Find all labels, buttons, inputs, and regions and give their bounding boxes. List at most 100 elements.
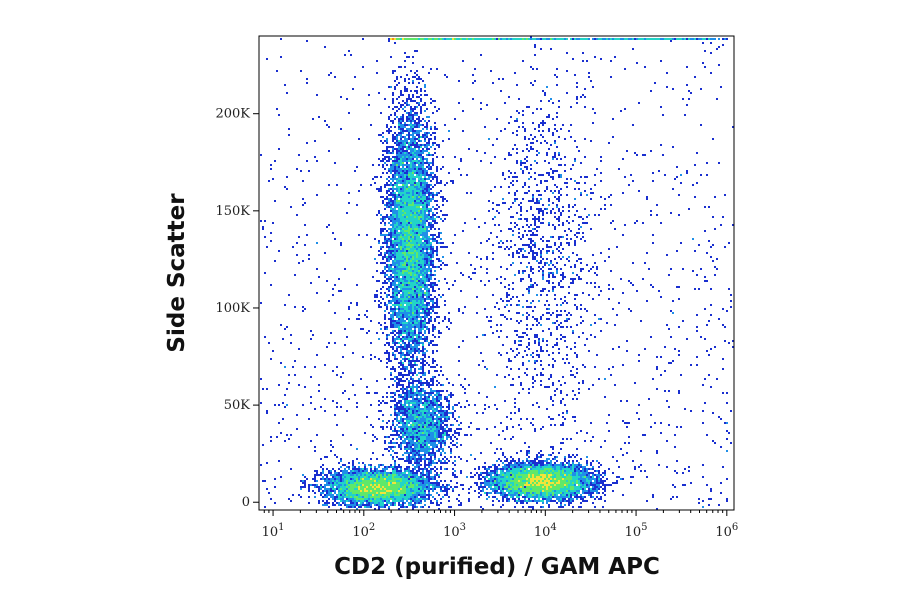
event-dot [330,332,332,334]
event-dot [434,296,436,298]
event-dot [700,336,702,338]
event-dot [452,182,454,184]
event-dot [382,202,384,204]
event-dot [426,126,428,128]
event-dot [396,154,398,156]
event-dot [402,146,404,148]
event-dot [378,188,380,190]
event-dot [494,224,496,226]
event-dot [442,220,444,222]
event-dot [386,238,388,240]
event-dot [568,228,570,230]
event-dot [520,210,522,212]
event-dot [516,190,518,192]
event-dot [556,316,558,318]
event-dot [614,228,616,230]
event-dot [426,226,428,228]
event-dot [406,146,408,148]
event-dot [574,160,576,162]
event-dot [346,212,348,214]
event-dot [424,262,426,264]
event-dot [378,158,380,160]
event-dot [560,212,562,214]
event-dot [402,148,404,150]
event-dot [394,288,396,290]
event-dot [412,142,414,144]
event-dot [416,106,418,108]
event-dot [382,270,384,272]
event-dot [538,218,540,220]
event-dot [666,400,668,402]
event-dot [416,314,418,316]
event-dot [524,162,526,164]
event-dot [404,242,406,244]
event-dot [388,276,390,278]
event-dot [416,296,418,298]
event-dot [406,152,408,154]
event-dot [412,324,414,326]
event-dot [410,238,412,240]
event-dot [414,260,416,262]
event-dot [618,302,620,304]
event-dot [324,120,326,122]
event-dot [516,148,518,150]
event-dot [394,230,396,232]
event-dot [424,272,426,274]
event-dot [384,292,386,294]
event-dot [388,288,390,290]
event-dot [420,212,422,214]
event-dot [612,348,614,350]
event-dot [584,190,586,192]
event-dot [410,164,412,166]
event-dot [380,176,382,178]
event-dot [552,208,554,210]
event-dot [486,368,488,370]
event-dot [406,400,408,402]
event-dot [412,38,414,40]
event-dot [516,84,518,86]
event-dot [406,154,408,156]
event-dot [406,244,408,246]
event-dot [410,128,412,130]
event-dot [400,206,402,208]
event-dot [416,326,418,328]
event-dot [370,320,372,322]
event-dot [302,306,304,308]
event-dot [420,296,422,298]
event-dot [404,208,406,210]
event-dot [430,184,432,186]
event-dot [412,214,414,216]
event-dot [438,306,440,308]
event-dot [518,112,520,114]
event-dot [564,164,566,166]
event-dot [390,126,392,128]
event-dot [398,346,400,348]
event-dot [508,288,510,290]
event-dot [458,310,460,312]
event-dot [350,302,352,304]
event-dot [418,244,420,246]
event-dot [586,264,588,266]
event-dot [334,162,336,164]
event-dot [440,242,442,244]
event-dot [414,348,416,350]
event-dot [440,332,442,334]
event-dot [410,284,412,286]
event-dot [542,120,544,122]
event-dot [696,364,698,366]
event-dot [540,108,542,110]
event-dot [410,338,412,340]
event-dot [576,356,578,358]
event-dot [410,116,412,118]
event-dot [566,320,568,322]
event-dot [420,284,422,286]
event-dot [660,296,662,298]
event-dot [390,368,392,370]
event-dot [556,198,558,200]
event-dot [418,386,420,388]
event-dot [492,252,494,254]
event-dot [426,380,428,382]
event-dot [448,402,450,404]
event-dot [436,178,438,180]
event-dot [542,174,544,176]
